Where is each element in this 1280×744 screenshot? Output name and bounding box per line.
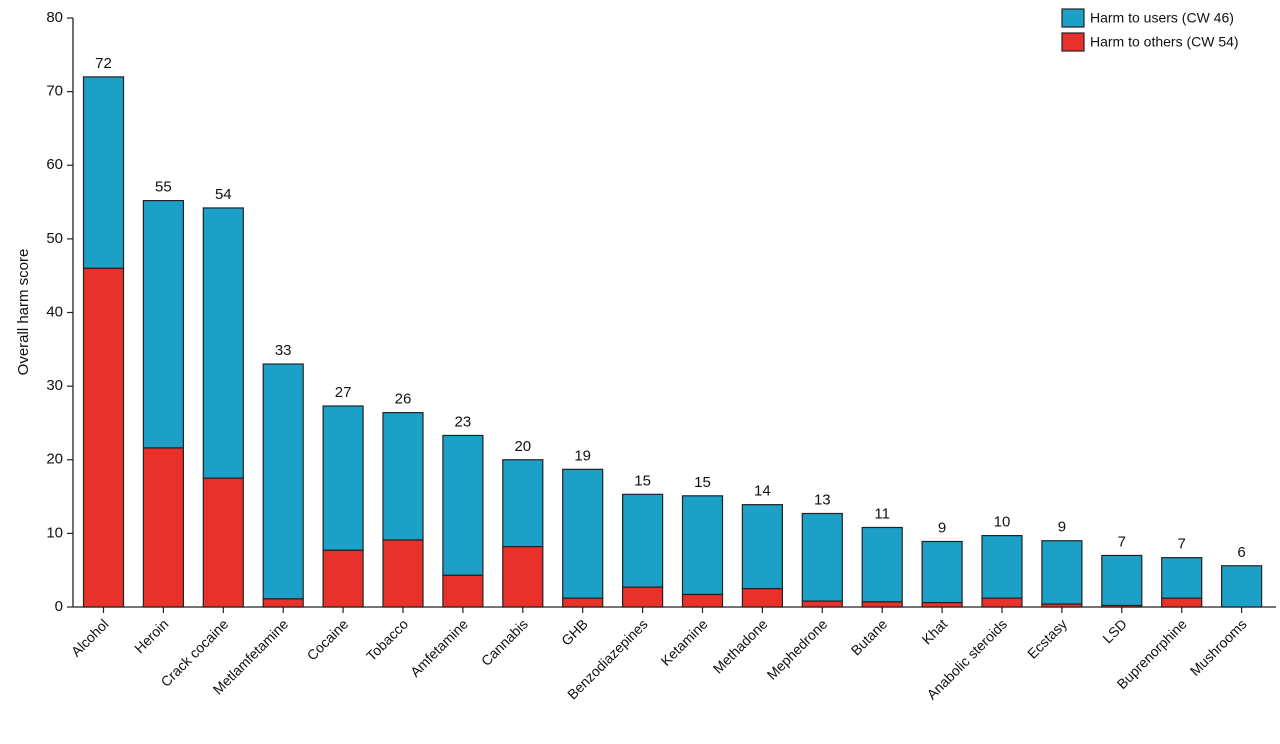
bar-total-label: 9 (1058, 519, 1066, 536)
bar-total-label: 55 (155, 179, 172, 196)
bar-segment-harm-to-others (801, 600, 843, 608)
legend-label: Harm to users (CW 46) (1090, 10, 1234, 26)
bar-segment-harm-to-users (981, 534, 1023, 599)
y-tick-label: 40 (46, 303, 63, 320)
bar-total-label: 26 (395, 391, 412, 408)
y-tick-label: 50 (46, 230, 63, 247)
bar-segment-harm-to-others (981, 597, 1023, 608)
x-tick-label: Amfetamine (407, 616, 471, 680)
bar-segment-harm-to-users (801, 512, 843, 602)
x-tick-label: GHB (558, 616, 591, 649)
legend-swatch (1061, 8, 1085, 28)
bar-total-label: 11 (874, 505, 890, 522)
bar-total-label: 27 (335, 384, 352, 401)
bar-segment-harm-to-users (142, 199, 184, 449)
bar-segment-harm-to-users (382, 412, 424, 541)
bar-segment-harm-to-others (502, 546, 544, 608)
x-tick-label: Mushrooms (1187, 616, 1250, 679)
bar-segment-harm-to-others (82, 267, 125, 608)
bar-segment-harm-to-users (502, 459, 544, 548)
x-tick-label: Ketamine (657, 616, 710, 669)
bar-total-label: 33 (275, 342, 292, 359)
x-tick-label: Cocaine (304, 616, 352, 664)
bar-segment-harm-to-others (442, 574, 484, 608)
bar-segment-harm-to-others (681, 593, 724, 608)
bar-segment-harm-to-others (861, 601, 903, 608)
bar-segment-harm-to-users (861, 526, 903, 603)
bar-segment-harm-to-others (142, 447, 184, 608)
bar-total-label: 14 (754, 483, 771, 500)
x-tick-label: Mephedrone (764, 616, 831, 683)
bar-total-label: 20 (514, 438, 531, 455)
bar-segment-harm-to-users (921, 540, 963, 604)
x-tick-label: Methadone (710, 616, 771, 677)
bar-total-label: 7 (1178, 536, 1186, 553)
bar-segment-harm-to-users (1161, 557, 1203, 599)
bar-segment-harm-to-users (562, 468, 604, 599)
bar-segment-harm-to-others (921, 601, 963, 608)
y-tick-label: 60 (46, 156, 63, 173)
bar-segment-harm-to-users (442, 434, 484, 576)
y-tick-label: 80 (46, 9, 63, 26)
x-tick-label: Butane (848, 616, 891, 659)
bar-segment-harm-to-others (562, 597, 604, 608)
bar-segment-harm-to-users (1101, 554, 1143, 607)
bar-total-label: 19 (574, 447, 591, 464)
x-tick-label: Tobacco (363, 616, 411, 664)
bar-segment-harm-to-users (1041, 540, 1083, 605)
bar-total-label: 23 (455, 413, 472, 430)
legend-label: Harm to others (CW 54) (1090, 34, 1239, 50)
bar-segment-harm-to-others (202, 477, 244, 608)
y-tick-label: 70 (46, 83, 63, 100)
bar-total-label: 10 (994, 514, 1011, 531)
bar-segment-harm-to-others (1161, 597, 1203, 608)
bar-segment-harm-to-others (1101, 604, 1143, 608)
bar-segment-harm-to-others (741, 587, 784, 608)
x-tick-label: Ecstasy (1024, 616, 1070, 662)
bar-segment-harm-to-others (382, 539, 424, 608)
y-axis-label: Overall harm score (15, 249, 32, 376)
bar-total-label: 72 (95, 55, 112, 72)
bar-segment-harm-to-users (621, 493, 664, 588)
x-tick-label: Khat (919, 616, 951, 648)
x-tick-label: Alcohol (68, 616, 112, 660)
bar-total-label: 7 (1118, 533, 1126, 550)
bar-total-label: 15 (694, 474, 711, 491)
x-tick-label: LSD (1099, 616, 1130, 647)
bar-segment-harm-to-others (1041, 603, 1083, 608)
bar-segment-harm-to-users (322, 405, 364, 551)
bar-segment-harm-to-users (681, 495, 724, 596)
y-tick-label: 10 (46, 524, 63, 541)
bar-segment-harm-to-users (1220, 565, 1263, 608)
bar-segment-harm-to-users (82, 76, 125, 269)
bar-total-label: 15 (634, 472, 651, 489)
x-tick-label: Heroin (131, 616, 171, 656)
legend-swatch (1061, 32, 1085, 52)
bar-total-label: 13 (814, 491, 831, 508)
bar-segment-harm-to-users (262, 363, 304, 600)
bar-segment-harm-to-users (741, 504, 784, 590)
x-tick-label: Cannabis (478, 616, 531, 669)
bar-total-label: 54 (215, 186, 232, 203)
bar-segment-harm-to-others (262, 598, 304, 608)
bar-total-label: 6 (1237, 544, 1245, 561)
bar-total-label: 9 (938, 519, 946, 536)
y-tick-label: 30 (46, 377, 63, 394)
bar-segment-harm-to-others (322, 549, 364, 608)
bar-segment-harm-to-others (621, 586, 664, 608)
bar-segment-harm-to-users (202, 207, 244, 479)
y-tick-label: 20 (46, 451, 63, 468)
y-tick-label: 0 (55, 598, 63, 615)
